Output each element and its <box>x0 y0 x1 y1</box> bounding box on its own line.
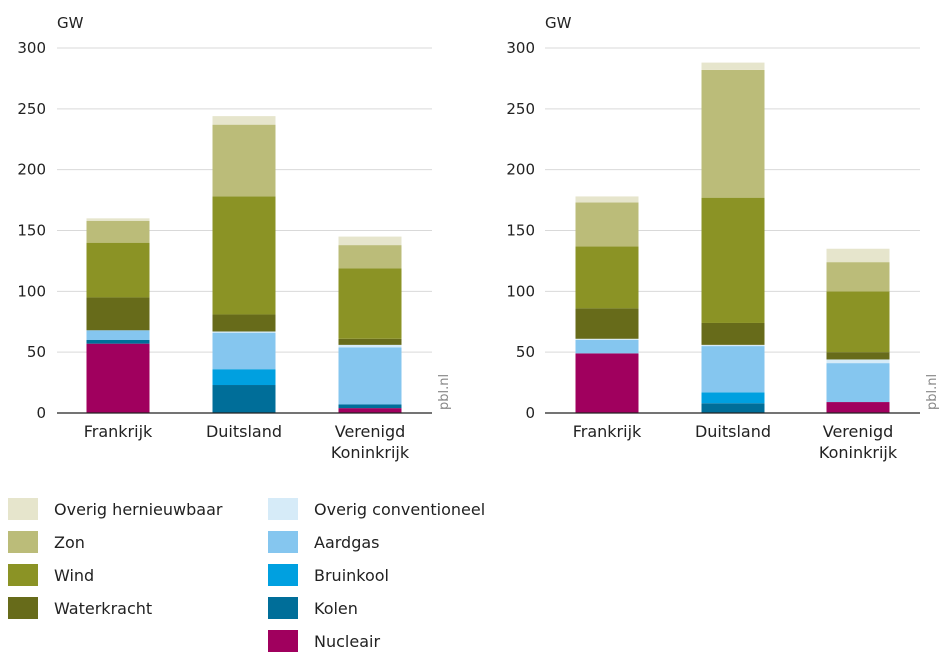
y-tick-label: 0 <box>36 404 46 422</box>
legend-item-zon: Zon <box>8 530 85 554</box>
bar-segment-overig-conventioneel <box>701 344 765 347</box>
y-tick-label: 200 <box>17 161 46 179</box>
y-tick-label: 250 <box>17 100 46 118</box>
bar-segment-kolen <box>212 385 276 413</box>
bar-segment-nucleair <box>338 408 402 413</box>
bar-segment-aardgas <box>575 340 639 354</box>
bar-segment-nucleair <box>826 402 890 413</box>
y-tick-label: 50 <box>516 343 535 361</box>
y-tick-label: 300 <box>506 39 535 57</box>
bar-segment-wind <box>86 242 150 298</box>
legend-label: Nucleair <box>314 631 381 651</box>
x-category-label: Frankrijk <box>573 422 642 441</box>
legend-label: Wind <box>54 565 95 585</box>
legend-swatch <box>8 531 38 553</box>
x-category-label: Verenigd Koninkrijk <box>819 422 898 462</box>
legend-label: Overig conventioneel <box>314 499 486 519</box>
x-category-label: Duitsland <box>695 422 771 441</box>
legend-item-bruinkool: Bruinkool <box>268 563 389 587</box>
bar-segment-overig-hernieuwbaar <box>338 236 402 246</box>
y-tick-label: 100 <box>17 282 46 300</box>
legend-label: Waterkracht <box>54 598 153 618</box>
y-tick-label: 150 <box>17 222 46 240</box>
bar-segment-zon <box>212 124 276 197</box>
y-tick-label: 200 <box>506 161 535 179</box>
legend-swatch <box>268 564 298 586</box>
legend-item-waterkracht: Waterkracht <box>8 596 152 620</box>
bar-segment-overig-hernieuwbaar <box>826 248 890 263</box>
bar-segment-kolen <box>86 340 150 344</box>
bar-segment-overig-hernieuwbaar <box>86 218 150 221</box>
legend-item-aardgas: Aardgas <box>268 530 380 554</box>
bar-segment-bruinkool <box>701 392 765 404</box>
legend-item-kolen: Kolen <box>268 596 358 620</box>
bar-segment-wind <box>575 246 639 309</box>
legend-label: Kolen <box>314 598 358 618</box>
legend-label: Zon <box>54 532 85 552</box>
legend-swatch <box>8 597 38 619</box>
legend-swatch <box>8 498 38 520</box>
x-category-label: Verenigd Koninkrijk <box>331 422 410 462</box>
bar-segment-overig-conventioneel <box>212 331 276 333</box>
y-tick-label: 250 <box>506 100 535 118</box>
legend-item-overig-conventioneel: Overig conventioneel <box>268 497 485 521</box>
bar-segment-kolen <box>338 404 402 409</box>
legend-swatch <box>8 564 38 586</box>
bar-segment-aardgas <box>826 363 890 403</box>
y-tick-label: 100 <box>506 282 535 300</box>
bar-segment-waterkracht <box>575 308 639 339</box>
bar-segment-aardgas <box>701 346 765 393</box>
bar-segment-waterkracht <box>826 352 890 360</box>
legend-item-wind: Wind <box>8 563 94 587</box>
bar-segment-bruinkool <box>212 369 276 386</box>
bar-segment-aardgas <box>338 347 402 405</box>
bar-segment-wind <box>701 197 765 323</box>
y-tick-label: 50 <box>27 343 46 361</box>
bar-segment-overig-hernieuwbaar <box>575 196 639 203</box>
bar-segment-wind <box>338 268 402 339</box>
legend-label: Aardgas <box>314 532 380 552</box>
legend-item-nucleair: Nucleair <box>268 629 380 653</box>
source-label: pbl.nl <box>437 374 452 410</box>
source-label: pbl.nl <box>925 374 939 410</box>
legend-swatch <box>268 531 298 553</box>
bar-segment-waterkracht <box>701 322 765 345</box>
bar-segment-overig-conventioneel <box>826 359 890 364</box>
bar-segment-nucleair <box>575 353 639 413</box>
bar-segment-zon <box>575 202 639 247</box>
chart-area: GW 0 50 100 150 200 250 300 Frankrijk Duitsland Ve… <box>17 14 939 462</box>
bar-segment-zon <box>86 220 150 243</box>
bar-segment-zon <box>338 245 402 269</box>
bar-segment-wind <box>212 196 276 315</box>
legend-label: Overig hernieuwbaar <box>54 499 223 519</box>
bar-segment-zon <box>826 262 890 292</box>
bar-segment-kolen <box>701 403 765 413</box>
bar-segment-overig-conventioneel <box>575 338 639 340</box>
bar-segment-overig-hernieuwbaar <box>701 62 765 70</box>
bar-segment-overig-conventioneel <box>338 344 402 348</box>
y-tick-label: 0 <box>525 404 535 422</box>
legend-swatch <box>268 498 298 520</box>
bar-segment-aardgas <box>86 330 150 340</box>
legend-label: Bruinkool <box>314 565 389 585</box>
bar-segment-overig-hernieuwbaar <box>212 116 276 125</box>
bar-segment-waterkracht <box>338 338 402 345</box>
legend: Overig hernieuwbaar Zon Wind Waterkracht… <box>8 493 528 653</box>
legend-item-overig-hernieuwbaar: Overig hernieuwbaar <box>8 497 222 521</box>
bar-segment-waterkracht <box>86 297 150 331</box>
y-tick-label: 300 <box>17 39 46 57</box>
y-axis-unit-label: GW <box>545 14 572 32</box>
y-axis-unit-label: GW <box>57 14 84 32</box>
x-category-label: Duitsland <box>206 422 282 441</box>
bar-segment-waterkracht <box>212 314 276 332</box>
bar-segment-nucleair <box>86 343 150 413</box>
bar-segment-aardgas <box>212 332 276 370</box>
legend-swatch <box>268 630 298 652</box>
bar-segment-zon <box>701 69 765 198</box>
bar-segment-wind <box>826 291 890 353</box>
x-category-label: Frankrijk <box>84 422 153 441</box>
legend-swatch <box>268 597 298 619</box>
y-tick-label: 150 <box>506 222 535 240</box>
